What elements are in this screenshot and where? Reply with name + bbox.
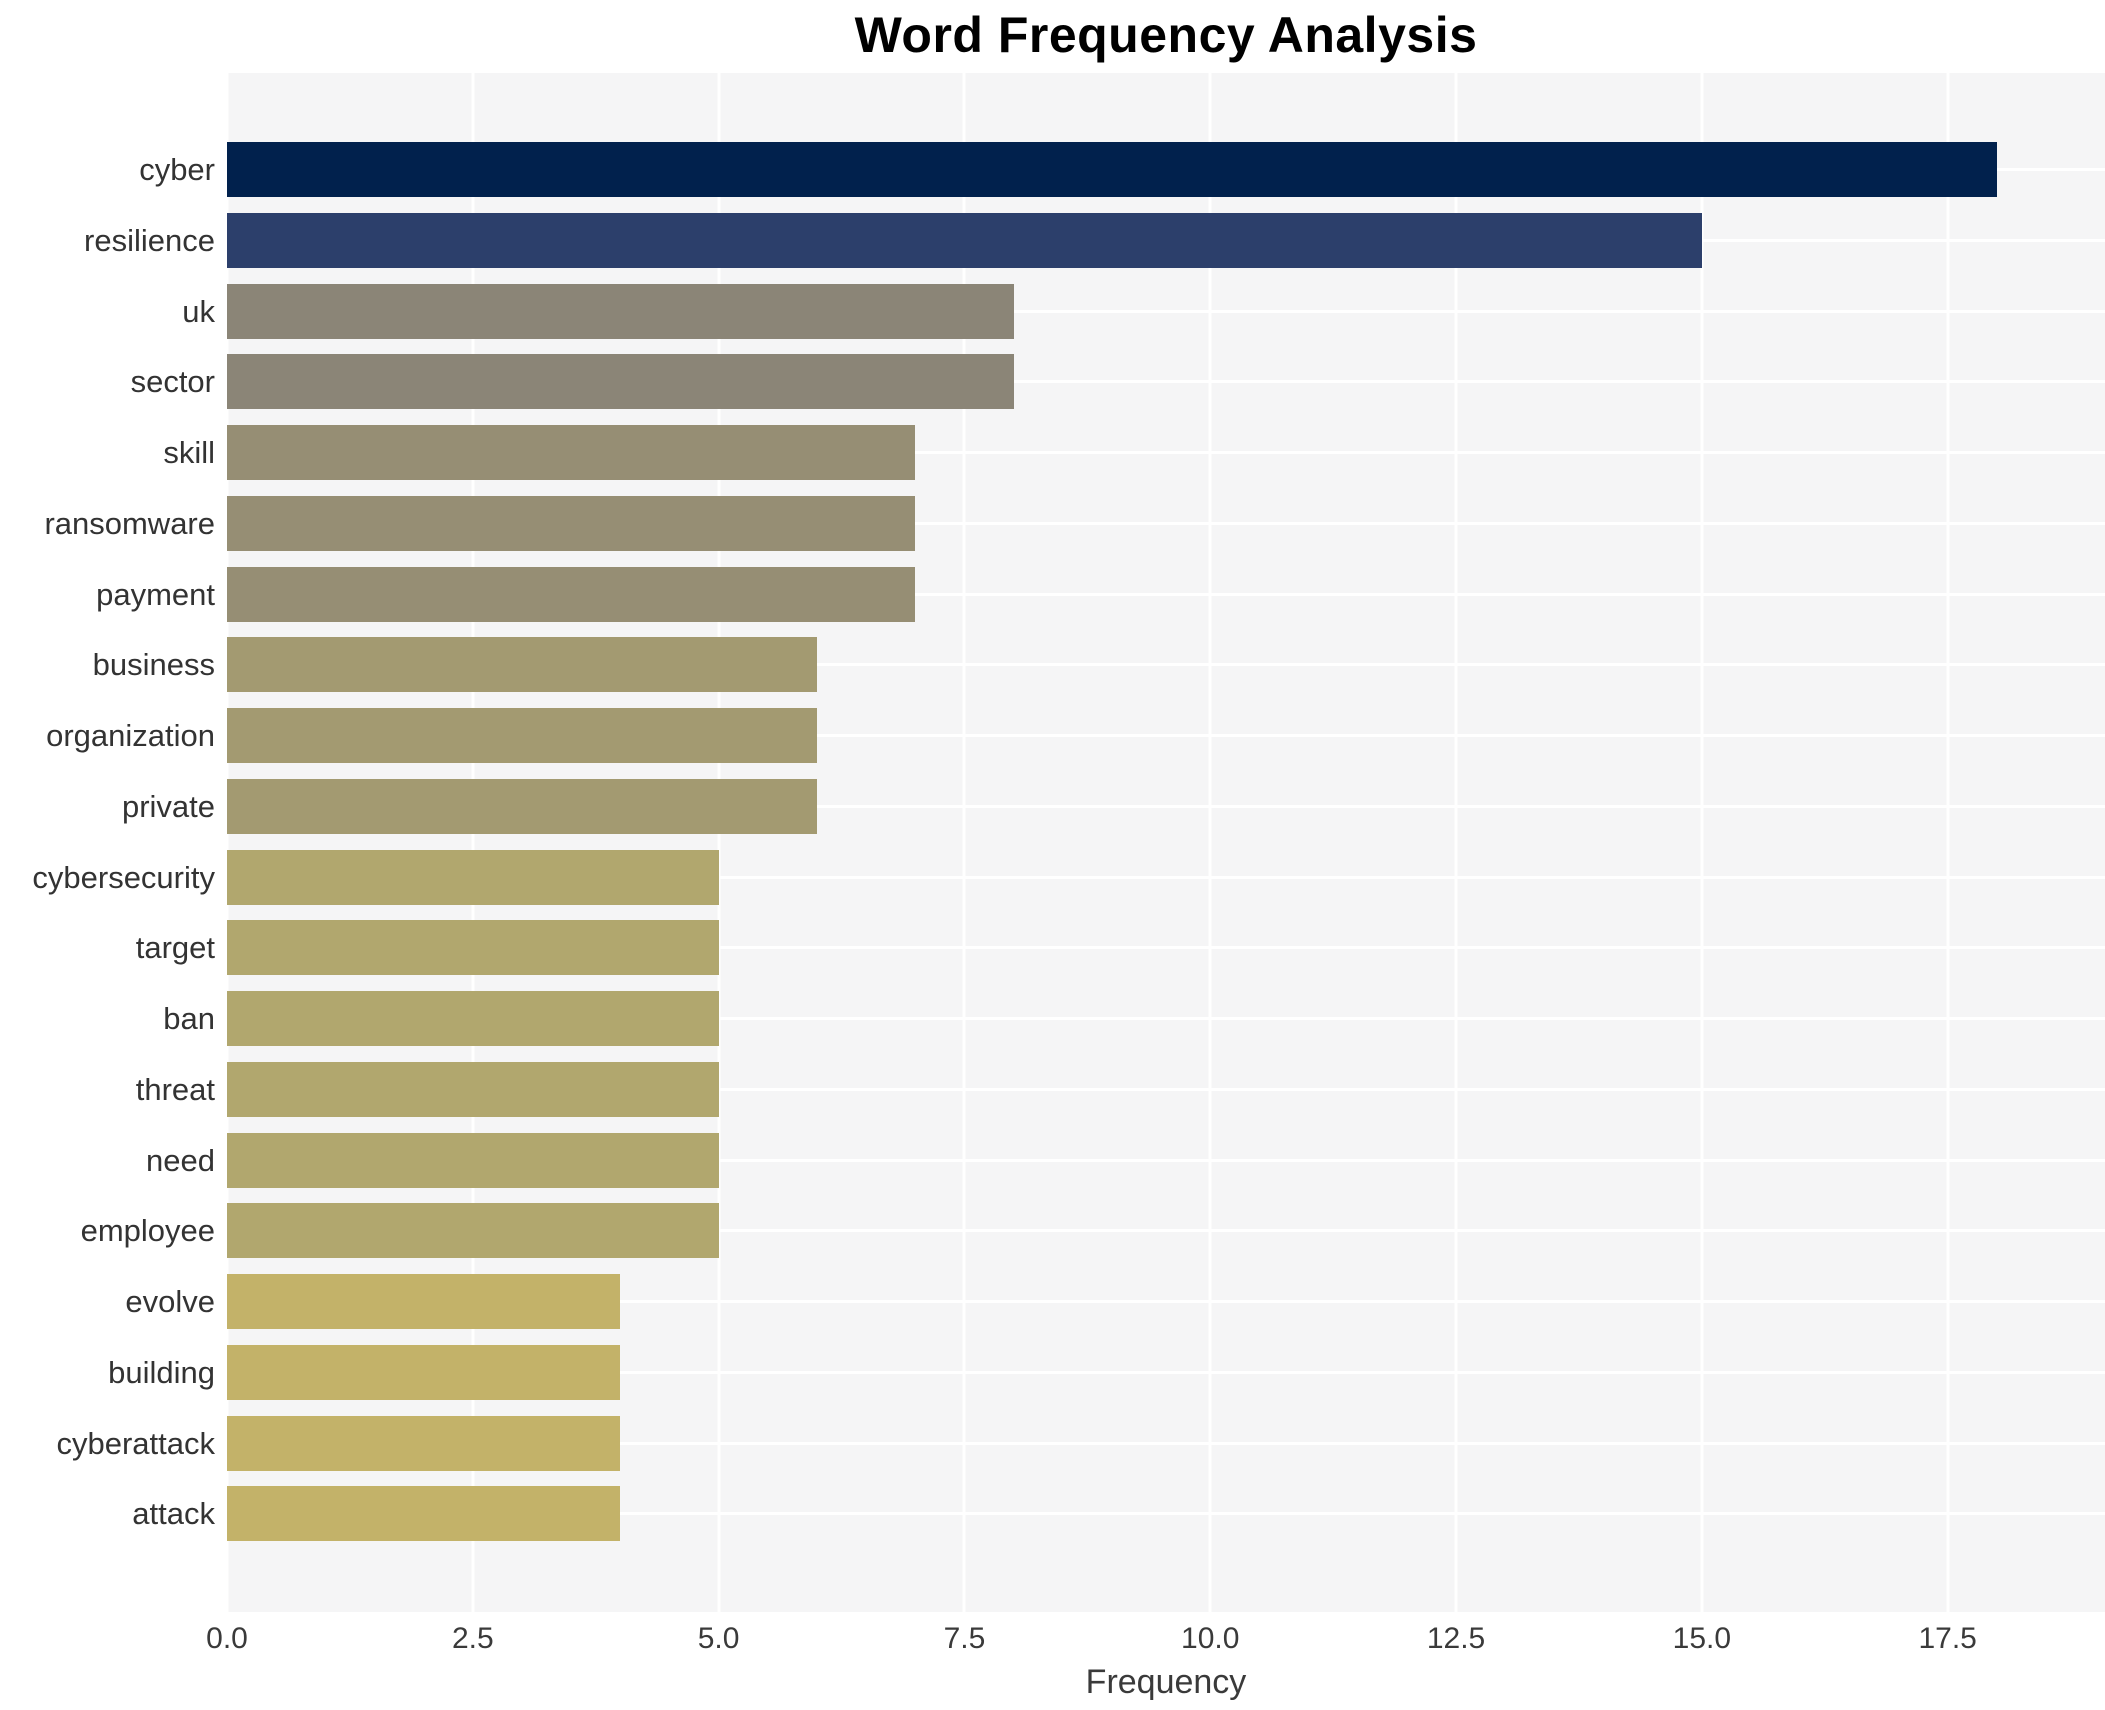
horizontal-gridline	[227, 592, 2105, 596]
bar-need	[227, 1132, 719, 1188]
bar-cybersecurity	[227, 849, 719, 905]
x-tick-label: 17.5	[1918, 1622, 1977, 1655]
category-label: organization	[46, 718, 215, 753]
vertical-gridline	[962, 73, 966, 1612]
category-label: ransomware	[44, 505, 215, 541]
bar-target	[227, 920, 719, 976]
bar-row: target	[0, 920, 2105, 991]
bar-row: private	[0, 778, 2105, 850]
vertical-gridline	[717, 73, 721, 1612]
bar-skill	[227, 425, 916, 480]
bar-resilience	[227, 212, 1702, 268]
chart-title: Word Frequency Analysis	[854, 7, 1478, 63]
bar-row: skill	[0, 425, 2105, 496]
bar-row: ransomware	[0, 495, 2105, 567]
x-tick-label: 10.0	[1181, 1622, 1240, 1655]
category-label: target	[135, 930, 215, 966]
bar-cyberattack	[227, 1415, 621, 1471]
bar-row: attack	[0, 1486, 2105, 1557]
vertical-gridline	[471, 73, 475, 1612]
vertical-gridline	[225, 73, 229, 1612]
category-label: skill	[163, 435, 215, 470]
category-label: cyberattack	[56, 1425, 215, 1461]
category-label: business	[92, 647, 215, 683]
category-label: attack	[132, 1496, 215, 1532]
horizontal-gridline	[227, 380, 2105, 384]
bar-threat	[227, 1061, 719, 1117]
category-label: evolve	[125, 1284, 215, 1319]
category-label: threat	[135, 1071, 215, 1107]
horizontal-gridline	[227, 1158, 2105, 1162]
vertical-gridline	[1700, 73, 1704, 1612]
horizontal-gridline	[227, 521, 2105, 525]
x-tick-label: 5.0	[697, 1622, 740, 1655]
vertical-gridline	[1454, 73, 1458, 1612]
x-tick-label: 7.5	[943, 1622, 986, 1655]
horizontal-gridline	[227, 1370, 2105, 1374]
category-label: uk	[182, 293, 215, 329]
bar-row: payment	[0, 566, 2105, 638]
category-label: private	[121, 788, 215, 824]
horizontal-gridline	[227, 946, 2105, 950]
horizontal-gridline	[227, 451, 2105, 454]
horizontal-gridline	[227, 1229, 2105, 1233]
x-axis-ticks: 0.0 2.5 5.0 7.5 10.0 12.5 15.0 17.5	[206, 1622, 2105, 1662]
bar-ban	[227, 991, 719, 1046]
category-label: need	[146, 1142, 215, 1178]
category-label: resilience	[84, 222, 215, 258]
horizontal-gridline	[227, 1087, 2105, 1091]
bar-building	[227, 1344, 621, 1400]
horizontal-gridline	[227, 1017, 2105, 1020]
x-tick-label: 0.0	[206, 1622, 248, 1655]
horizontal-gridline	[227, 1300, 2105, 1303]
bar-uk	[227, 283, 1014, 339]
horizontal-gridline	[227, 734, 2105, 737]
category-label: building	[108, 1354, 215, 1390]
bar-row: need	[0, 1132, 2105, 1204]
bar-row: business	[0, 637, 2105, 708]
bar-cyber	[227, 142, 1997, 197]
horizontal-gridline	[227, 804, 2105, 808]
vertical-gridline	[1946, 73, 1950, 1612]
horizontal-gridline	[227, 1512, 2105, 1516]
bar-row: evolve	[0, 1274, 2105, 1345]
category-label: payment	[96, 576, 215, 612]
category-label: cybersecurity	[32, 859, 215, 895]
bar-row: cyber	[0, 142, 2105, 213]
category-label: employee	[80, 1213, 215, 1249]
bar-row: cybersecurity	[0, 849, 2105, 921]
bar-ransomware	[227, 495, 916, 551]
bar-row: employee	[0, 1203, 2105, 1274]
bar-private	[227, 778, 817, 834]
bar-row: sector	[0, 354, 2105, 425]
bar-row: cyberattack	[0, 1415, 2105, 1487]
x-axis-label: Frequency	[1085, 1663, 1247, 1701]
bar-row: uk	[0, 283, 2105, 355]
bar-sector	[227, 354, 1014, 410]
bar-business	[227, 637, 817, 693]
bar-employee	[227, 1203, 719, 1259]
horizontal-gridline	[227, 1441, 2105, 1445]
bar-organization	[227, 708, 817, 763]
bar-row: ban	[0, 991, 2105, 1062]
bar-row: resilience	[0, 212, 2105, 284]
vertical-gridline	[1208, 73, 1212, 1612]
bar-evolve	[227, 1274, 621, 1329]
bar-row: building	[0, 1344, 2105, 1416]
category-label: ban	[163, 1001, 215, 1036]
horizontal-gridline	[227, 875, 2105, 879]
category-label: cyber	[139, 152, 215, 187]
x-tick-label: 12.5	[1426, 1622, 1486, 1655]
category-label: sector	[130, 364, 215, 400]
bar-payment	[227, 566, 916, 622]
horizontal-gridline	[227, 309, 2105, 313]
bar-row: organization	[0, 708, 2105, 779]
bar-attack	[227, 1486, 621, 1542]
x-tick-label: 15.0	[1672, 1622, 1732, 1655]
bar-row: threat	[0, 1061, 2105, 1133]
horizontal-gridline	[227, 663, 2105, 667]
x-tick-label: 2.5	[451, 1622, 494, 1655]
bar-rows: cyber resilience uk sector skill ransomware pa…	[0, 142, 2105, 1557]
